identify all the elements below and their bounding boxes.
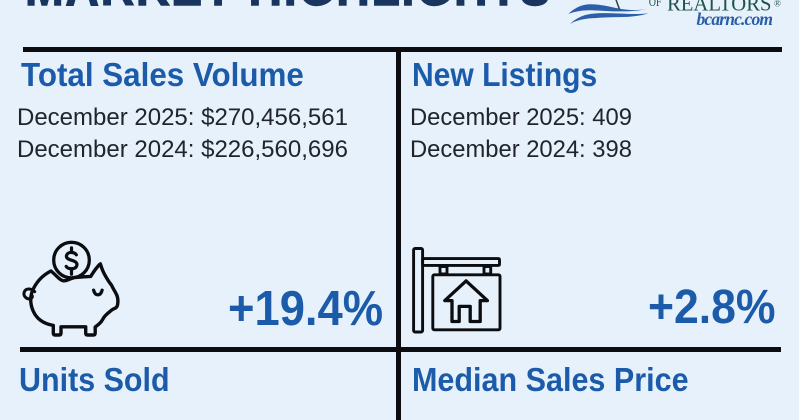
- svg-text:REALTORS: REALTORS: [667, 0, 772, 16]
- svg-text:bcarnc.com: bcarnc.com: [697, 9, 774, 29]
- svg-text:OF: OF: [649, 0, 662, 10]
- svg-text:®: ®: [774, 0, 781, 9]
